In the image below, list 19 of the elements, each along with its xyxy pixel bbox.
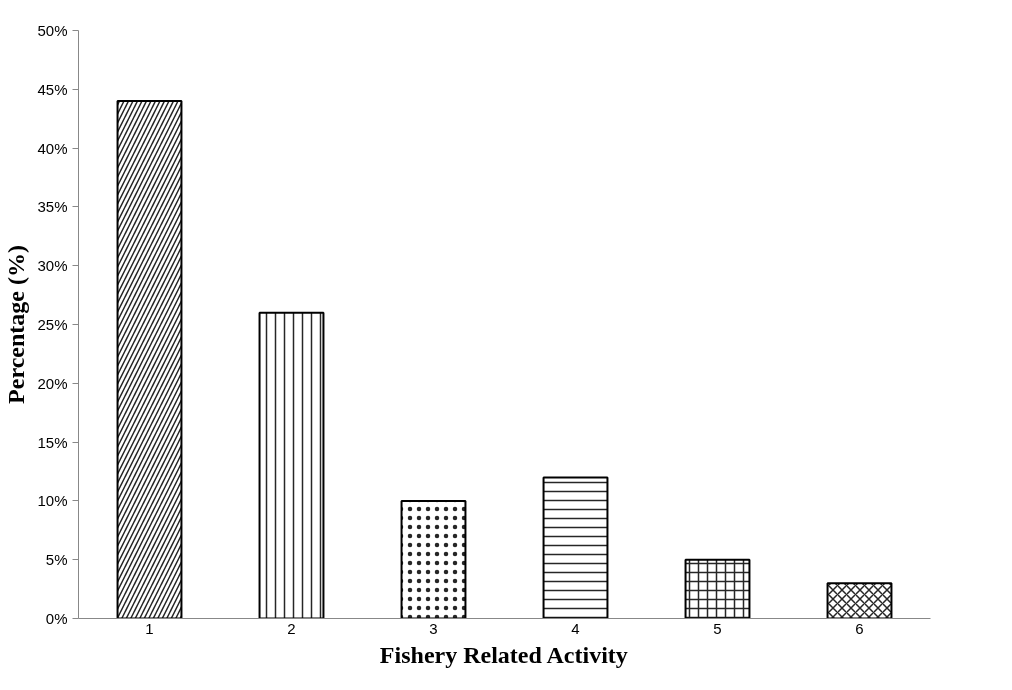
y-tick-label: 0% <box>45 610 68 627</box>
y-tick-label: 30% <box>37 257 68 275</box>
y-tick-label: 45% <box>37 80 68 98</box>
y-tick-label: 40% <box>37 139 68 157</box>
y-tick-label: 5% <box>45 551 68 569</box>
y-tick-label: 25% <box>37 316 68 333</box>
x-tick-label: 2 <box>287 619 296 637</box>
y-tick-label: 50% <box>37 22 68 39</box>
y-tick-label: 15% <box>37 433 68 451</box>
x-tick-label: 3 <box>429 619 438 637</box>
x-axis-title: Fishery Related Activity <box>379 641 628 668</box>
y-tick-label: 10% <box>37 492 68 510</box>
x-tick-label: 6 <box>855 619 864 637</box>
x-tick-label: 5 <box>713 619 722 637</box>
y-axis-title: Percentage (%) <box>3 245 30 404</box>
y-tick-label: 35% <box>37 198 68 216</box>
x-tick-label: 1 <box>145 619 154 637</box>
x-tick-label: 4 <box>571 619 580 637</box>
y-tick-label: 20% <box>37 374 68 392</box>
